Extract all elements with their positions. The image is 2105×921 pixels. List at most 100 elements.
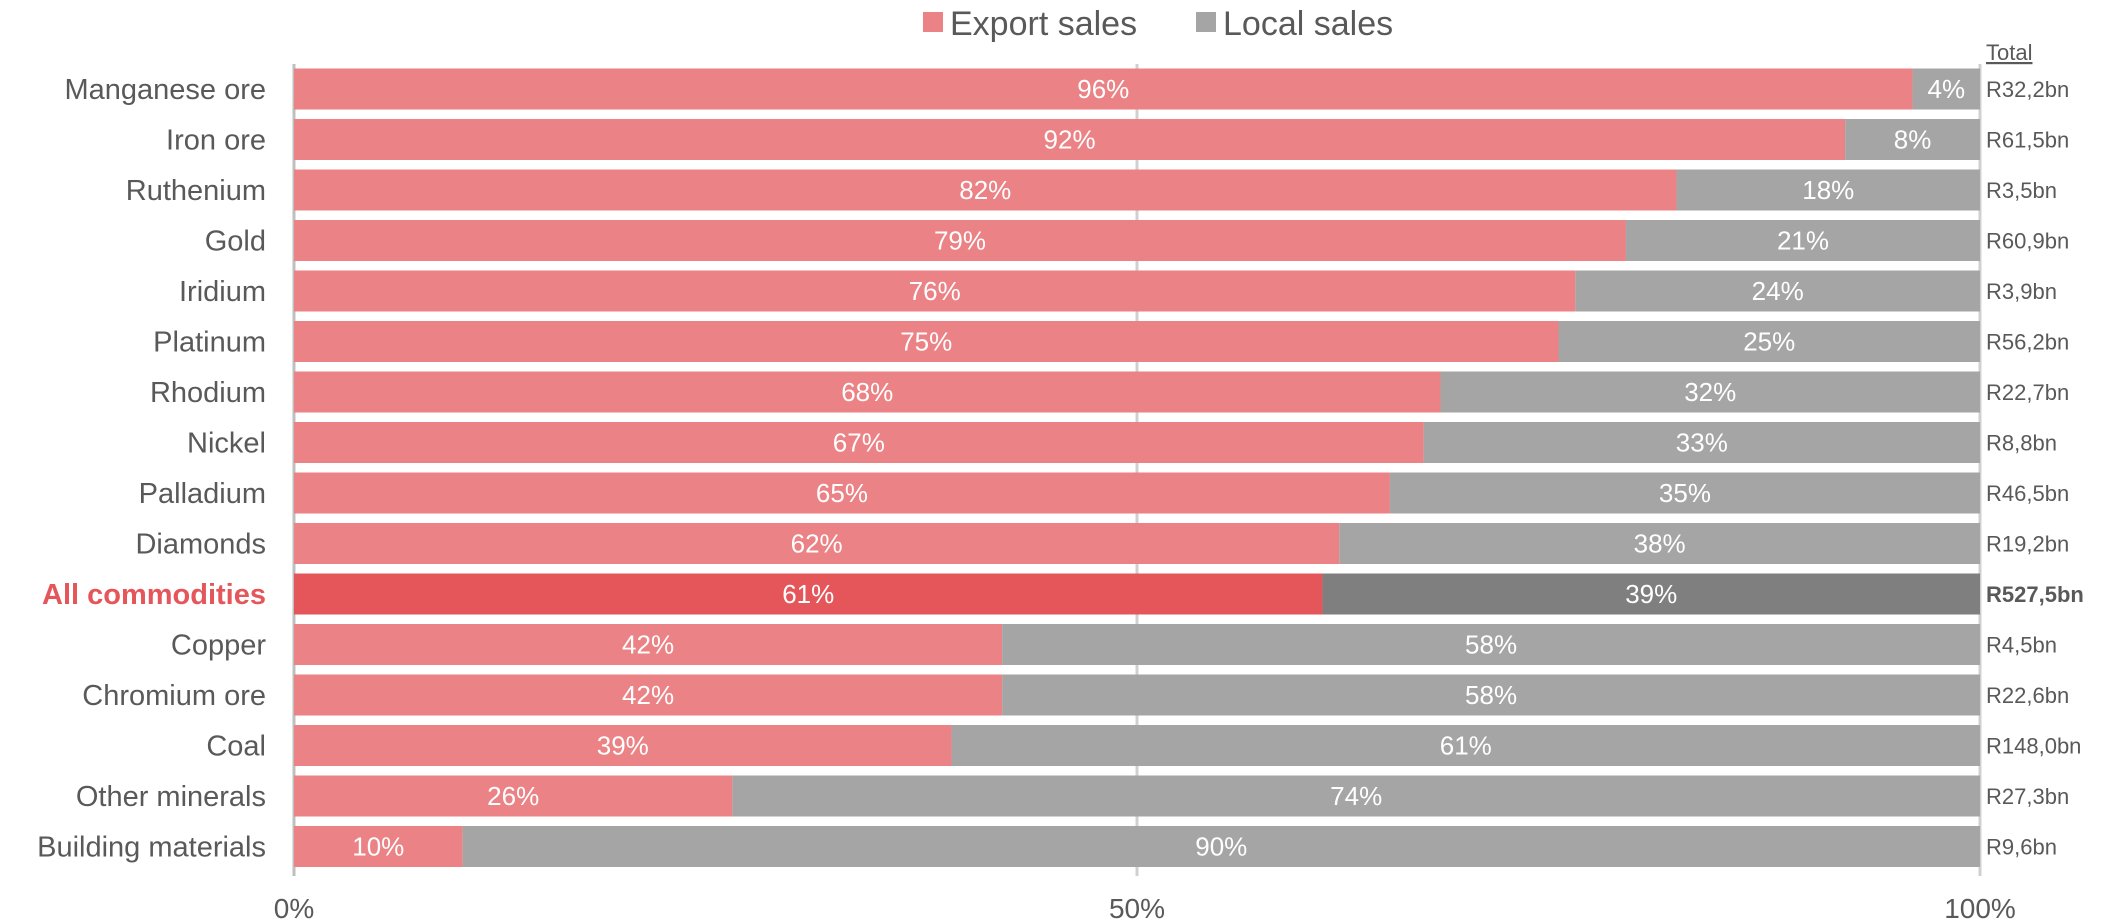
bar-data-label: 74% (1330, 781, 1382, 811)
total-header: Total (1986, 40, 2032, 65)
legend-label: Export sales (950, 5, 1137, 43)
bar-data-label: 38% (1634, 529, 1686, 559)
total-value: R32,2bn (1986, 77, 2069, 102)
category-label: Chromium ore (82, 680, 266, 712)
bar-segment (294, 119, 1846, 160)
category-label: Palladium (139, 478, 266, 510)
bar-data-label: 35% (1659, 478, 1711, 508)
bar-segment (1389, 472, 1980, 514)
total-value: R3,5bn (1986, 178, 2057, 203)
total-value: R4,5bn (1986, 633, 2057, 658)
bar-segment (294, 624, 1003, 665)
category-label: Other minerals (76, 781, 266, 813)
bar-data-label: 67% (833, 428, 885, 458)
totals-column: Total R32,2bn R61,5bn R3,5bn R60,9bn R3,9bn R5… (1986, 40, 2084, 860)
bar-data-label: 24% (1752, 276, 1804, 306)
bar-data-label: 79% (934, 226, 986, 256)
total-value: R22,7bn (1986, 380, 2069, 405)
bar-segment (294, 371, 1441, 413)
total-value: R60,9bn (1986, 229, 2069, 254)
bar-data-label: 82% (959, 175, 1011, 205)
category-label: Ruthenium (126, 175, 266, 207)
bar-data-label: 96% (1077, 74, 1129, 104)
bar-data-label: 76% (909, 276, 961, 306)
category-label: Rhodium (150, 377, 266, 409)
bar-data-label: 65% (816, 478, 868, 508)
total-value: R19,2bn (1986, 532, 2069, 557)
category-label: Iridium (179, 276, 266, 308)
total-value: R8,8bn (1986, 431, 2057, 456)
bar-segment (294, 725, 952, 766)
bar-data-label: 25% (1743, 327, 1795, 357)
bar-segment (1002, 624, 1980, 665)
bar-segment (294, 775, 733, 817)
total-value: R61,5bn (1986, 128, 2069, 153)
legend-swatch (923, 12, 943, 32)
bar-data-label: 68% (841, 377, 893, 407)
bar-segment (294, 270, 1576, 312)
bar-segment (294, 321, 1559, 362)
bar-data-label: 8% (1894, 125, 1932, 155)
bar-segment (1322, 573, 1980, 615)
category-label: Gold (205, 226, 266, 258)
category-label: Coal (206, 731, 266, 763)
bar-segment (1440, 371, 1980, 413)
category-label: All commodities (42, 579, 266, 611)
bar-data-label: 61% (1440, 731, 1492, 761)
bar-data-label: 10% (352, 832, 404, 862)
bar-segment (1339, 523, 1980, 564)
total-value: R9,6bn (1986, 835, 2057, 860)
legend-label: Local sales (1223, 5, 1393, 43)
bar-segment (462, 826, 1981, 867)
bar-segment (294, 220, 1626, 261)
bar-segment (951, 725, 1980, 766)
category-label: Iron ore (166, 125, 266, 157)
category-label: Copper (171, 630, 266, 662)
category-label: Platinum (153, 327, 266, 359)
bar-data-label: 4% (1927, 74, 1965, 104)
bar-segment (294, 472, 1390, 514)
bar-data-label: 58% (1465, 680, 1517, 710)
category-label: Building materials (37, 832, 266, 864)
bar-segment (294, 674, 1003, 716)
total-value: R46,5bn (1986, 481, 2069, 506)
bar-data-label: 18% (1802, 175, 1854, 205)
legend-swatch (1196, 12, 1216, 32)
bar-segment (1625, 220, 1980, 261)
legend: Export sales Local sales (923, 5, 1393, 43)
total-value: R3,9bn (1986, 279, 2057, 304)
bar-segment (1575, 270, 1980, 312)
bar-data-label: 92% (1044, 125, 1096, 155)
bar-data-label: 62% (791, 529, 843, 559)
bar-data-label: 26% (487, 781, 539, 811)
bar-data-label: 21% (1777, 226, 1829, 256)
bar-segment (294, 422, 1424, 463)
bar-data-label: 33% (1676, 428, 1728, 458)
category-label: Diamonds (135, 529, 266, 561)
bar-segment (294, 68, 1913, 110)
bar-segment (1912, 68, 1980, 110)
x-axis-ticks: 0% 50% 100% (274, 893, 2016, 921)
bar-data-label: 58% (1465, 630, 1517, 660)
bar-segment (1845, 119, 1980, 160)
bar-data-label: 75% (900, 327, 952, 357)
bars: 96% 4% 92% 8% 82% 18% 79% 21% 76% 24% 75% 25% 68% 32%… (294, 68, 1981, 867)
bar-segment (1558, 321, 1980, 362)
bar-data-label: 42% (622, 630, 674, 660)
bar-data-label: 61% (782, 579, 834, 609)
total-value: R148,0bn (1986, 734, 2081, 759)
total-value: R27,3bn (1986, 784, 2069, 809)
bar-segment (294, 573, 1323, 615)
total-value: R56,2bn (1986, 330, 2069, 355)
bar-segment (294, 826, 463, 867)
x-tick-label: 100% (1944, 893, 2016, 921)
x-tick-label: 0% (274, 893, 314, 921)
category-labels: Manganese ore Iron ore Ruthenium Gold Iridiu… (37, 74, 266, 864)
x-tick-label: 50% (1109, 893, 1165, 921)
bar-segment (1676, 169, 1980, 211)
bar-data-label: 42% (622, 680, 674, 710)
bar-data-label: 32% (1684, 377, 1736, 407)
bar-segment (1002, 674, 1980, 716)
bar-segment (294, 523, 1340, 564)
